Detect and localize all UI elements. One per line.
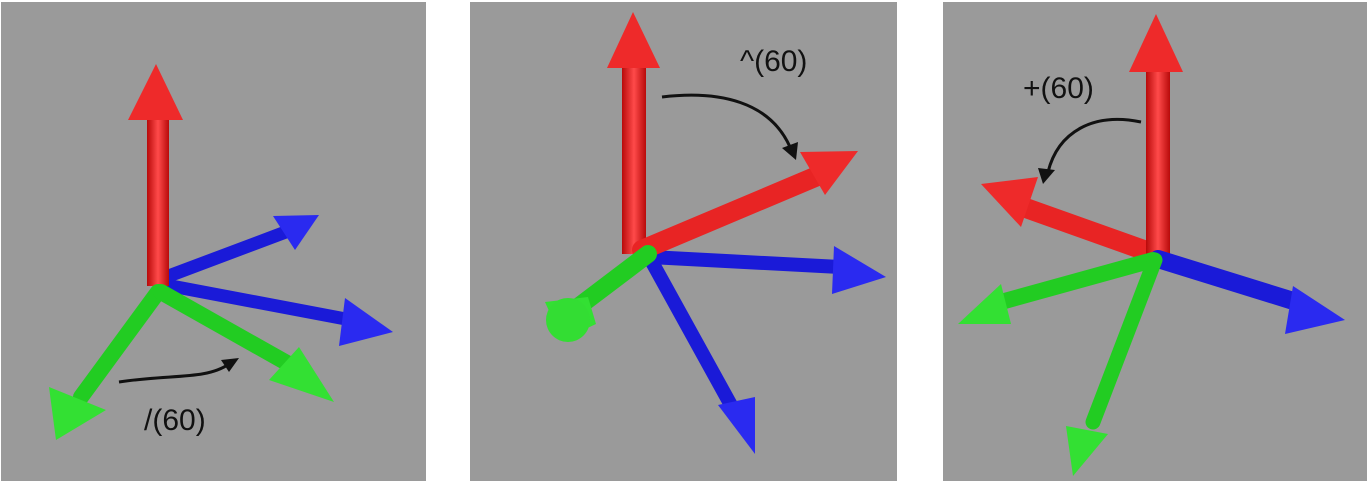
green-axis-arrow [545,245,657,342]
rotation-arrow [118,358,239,384]
red-axis-arrow-rotated [632,151,858,260]
red-axis-arrow-rotated [981,177,1165,264]
green-axis-arrow-a [958,252,1161,324]
rotation-panel-roll: /(60) [1,2,426,481]
blue-axis-arrow-b [645,255,755,454]
blue-axis-arrow-b [159,278,393,346]
axes-diagram [545,12,886,454]
green-axis-arrow-a [49,284,166,440]
rotation-panel-yaw: +(60) [943,2,1367,481]
rotation-arrow [1038,117,1142,184]
green-axis-arrow-b [153,284,334,402]
rotation-arrow [661,93,798,160]
blue-axis-arrow [1149,250,1345,334]
rotation-panel-pitch: ^(60) [470,2,897,481]
rotation-label: +(60) [1023,72,1094,105]
red-axis-arrow [607,12,660,254]
axes-diagram [49,64,393,440]
red-axis-arrow [1129,14,1183,257]
red-axis-arrow [128,64,183,286]
blue-axis-arrow-a [159,215,319,284]
rotation-label: /(60) [144,404,206,437]
blue-axis-arrow-a [643,246,886,294]
axes-diagram [958,14,1345,476]
rotation-label: ^(60) [740,45,808,78]
green-axis-arrow-b [1066,252,1163,476]
